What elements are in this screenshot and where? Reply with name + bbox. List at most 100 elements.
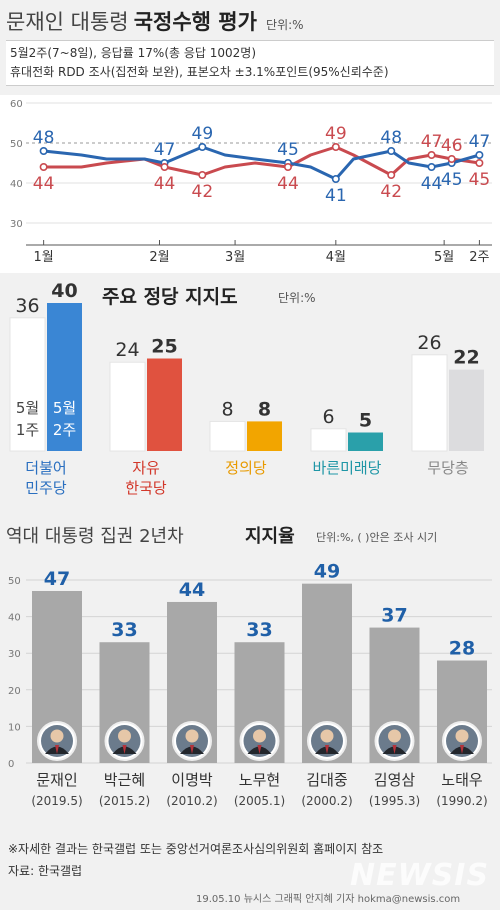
trend-value-label-blue: 41 [325,186,347,206]
party-bar-week2 [247,421,282,451]
president-name: 박근혜 [104,771,145,789]
party-value-week1: 6 [322,406,334,428]
main-unit: 단위:% [266,18,304,32]
trend-point-red [387,171,396,180]
party-value-week1: 36 [15,295,39,317]
trend-value-label-blue: 45 [441,170,463,190]
party-chart-unit: 단위:% [278,291,316,305]
approval-ytick-label: 20 [8,686,21,697]
approval-ytick-label: 10 [8,722,21,733]
survey-info-line1: 5월2주(7~8일), 응답률 17%(총 응답 1002명) [10,46,257,60]
trend-month-label: 5월 [434,250,454,265]
trend-value-label-red: 47 [421,132,443,152]
party-name-line2: 민주당 [25,479,67,497]
party-name: 무당층 [427,459,468,477]
survey-date: (1990.2) [436,794,487,808]
trend-month-label: 1월 [34,250,54,265]
party-bar-week2 [348,432,383,451]
trend-value-label-red: 46 [441,136,463,156]
approval-chart-unit: 단위:%, ( )안은 조사 시기 [316,531,437,544]
trend-value-label-blue: 48 [33,128,55,148]
survey-date: (2010.2) [166,794,217,808]
trend-value-label-red: 42 [380,182,402,202]
party-value-week1: 8 [221,398,233,420]
party-bar-week2 [449,369,484,451]
trend-value-label-red: 44 [154,174,176,194]
approval-ytick-label: 40 [8,613,21,624]
trend-point-blue [427,163,436,172]
president-name: 김영삼 [374,771,416,789]
trend-point-red [331,142,340,151]
party-value-week1: 24 [115,339,139,361]
trend-value-label-blue: 44 [421,174,443,194]
trend-ytick-label: 50 [10,139,23,150]
footnote: ※자세한 결과는 한국갤럽 또는 중앙선거여론조사심의위원회 홈페이지 참조 [8,842,384,856]
president-name: 노무현 [239,771,280,789]
presidential-approval-chart: 역대 대통령 집권 2년차 지지율 단위:%, ( )안은 조사 시기 50 40 30 2… [6,526,492,808]
president-portrait [442,721,482,761]
trend-point-red [475,159,484,168]
survey-date: (2005.1) [234,794,285,808]
party-name: 바른미래당 [312,459,381,477]
approval-value-label: 33 [111,619,137,641]
party-bar-week1 [9,317,46,452]
approval-chart-title-bold: 지지율 [245,526,295,547]
approval-value-label: 33 [246,619,272,641]
trend-chart-bg [0,95,500,273]
trend-point-blue [331,175,340,184]
president-name: 문재인 [36,771,77,789]
party-name: 정의당 [225,459,267,477]
party-bar-week1 [109,361,146,452]
party-value-week2: 40 [51,280,77,302]
president-portrait [307,721,347,761]
trend-month-label: 4월 [326,250,346,265]
main-title-bold: 국정수행 평가 [133,10,257,34]
approval-chart-title-light: 역대 대통령 집권 2년차 [6,526,184,547]
president-portrait [172,721,212,761]
trend-point-red [283,163,292,172]
party-value-week1: 26 [417,332,441,354]
main-title-light: 문재인 대통령 [6,10,129,34]
party-bar-week1 [411,354,448,452]
week1-label-bottom: 1주 [16,421,39,439]
trend-value-label-blue: 47 [154,140,176,160]
trend-point-blue [39,146,48,155]
party-value-week2: 22 [453,347,479,369]
trend-point-red [447,154,456,163]
trend-value-label-red: 42 [192,182,214,202]
trend-value-label-blue: 49 [192,124,214,144]
approval-value-label: 49 [314,561,340,583]
trend-point-blue [198,142,207,151]
newsis-watermark: NEWSIS [350,858,490,893]
approval-value-label: 44 [179,579,205,601]
trend-value-label-blue: 45 [277,140,299,160]
party-name-line2: 한국당 [125,479,167,497]
trend-month-label: 3월 [225,250,245,265]
party-bar-week2 [47,303,82,451]
president-name: 노태우 [441,771,483,789]
party-value-week2: 5 [359,410,372,432]
survey-info-box: 5월2주(7~8일), 응답률 17%(총 응답 1002명) 휴대전화 RDD… [6,40,494,86]
trend-value-label-red: 45 [469,170,491,190]
party-name-line1: 자유 [132,459,160,477]
trend-point-red [39,163,48,172]
approval-ytick-label: 30 [8,649,21,660]
survey-info-line2: 휴대전화 RDD 조사(집전화 보완), 표본오차 ±3.1%포인트(95%신뢰… [10,65,389,79]
party-value-week2: 8 [258,398,271,420]
approval-ytick-label: 50 [8,576,21,587]
trend-ytick-label: 60 [10,99,23,110]
party-bar-week2 [147,358,182,451]
president-portrait [104,721,145,761]
survey-date: (2015.2) [99,794,150,808]
survey-date: (1995.3) [369,794,420,808]
president-portrait [37,721,77,761]
approval-value-label: 28 [449,638,475,660]
approval-value-label: 47 [44,568,70,590]
trend-value-label-blue: 48 [380,128,402,148]
trend-value-label-red: 44 [277,174,299,194]
trend-month-label: 2주 [469,250,489,265]
party-name-line1: 더불어 [25,459,66,477]
